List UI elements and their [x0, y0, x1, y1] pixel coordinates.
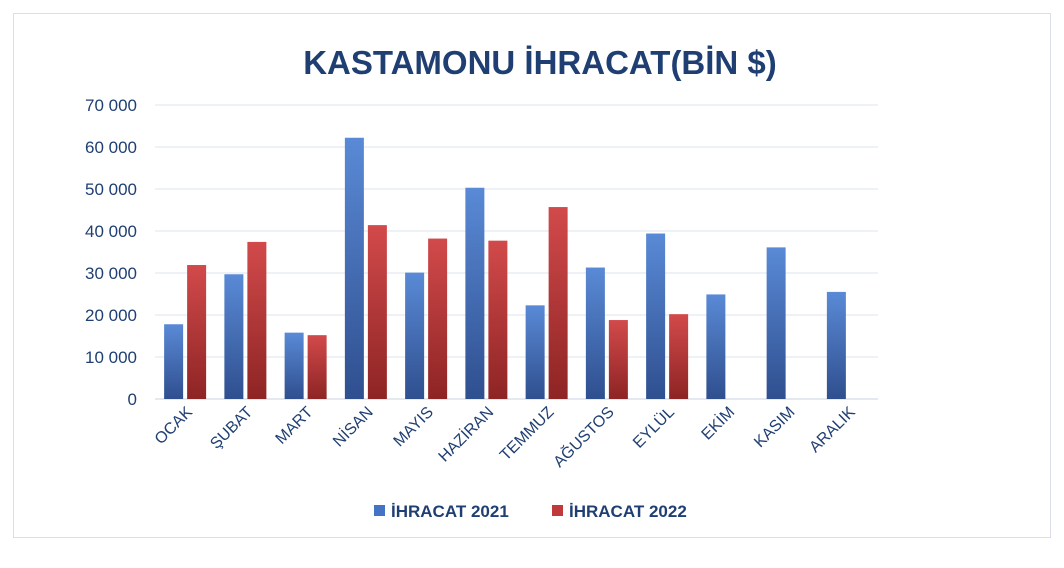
- y-tick-label: 10 000: [85, 348, 137, 367]
- gridlines: [155, 104, 878, 400]
- x-tick-label: OCAK: [152, 404, 196, 448]
- y-axis-ticks: 0 10 000 20 000 30 000 40 000 50 000 60 000 70 …: [85, 96, 137, 409]
- legend-label: İHRACAT 2021: [391, 502, 509, 521]
- x-tick-label: ŞUBAT: [207, 404, 256, 453]
- bar-2021-2: [284, 332, 304, 399]
- x-tick-label: EYLÜL: [629, 403, 678, 452]
- chart-title: KASTAMONU İHRACAT(BİN $): [303, 44, 777, 81]
- x-tick-label: ARALIK: [806, 404, 858, 456]
- x-tick-label: MAYIS: [391, 404, 437, 450]
- bar-2022-2: [307, 335, 327, 399]
- bar-2022-4: [428, 238, 448, 399]
- y-tick-label: 50 000: [85, 180, 137, 199]
- chart-frame: [13, 13, 1051, 538]
- legend-swatch: [552, 505, 563, 516]
- bar-2022-7: [608, 320, 628, 399]
- bar-2022-1: [247, 241, 267, 399]
- y-tick-label: 20 000: [85, 306, 137, 325]
- bar-2021-0: [164, 324, 184, 399]
- bar-2022-8: [669, 314, 689, 399]
- bar-2021-6: [525, 305, 545, 399]
- x-tick-label: EKİM: [697, 402, 738, 443]
- bars: [164, 137, 846, 399]
- x-tick-label: MART: [273, 404, 317, 448]
- bar-2021-3: [344, 137, 364, 399]
- bar-2022-3: [367, 225, 387, 399]
- y-tick-label: 60 000: [85, 138, 137, 157]
- x-tick-label: AĞUSTOS: [549, 402, 618, 471]
- y-tick-label: 30 000: [85, 264, 137, 283]
- legend: İHRACAT 2021 İHRACAT 2022: [374, 502, 687, 521]
- bar-2021-1: [224, 274, 244, 399]
- bar-2022-6: [548, 207, 568, 399]
- bar-2021-4: [405, 272, 425, 399]
- y-tick-label: 40 000: [85, 222, 137, 241]
- bar-2021-11: [826, 291, 846, 399]
- legend-label: İHRACAT 2022: [569, 502, 687, 521]
- legend-swatch: [374, 505, 385, 516]
- bar-2021-7: [585, 267, 605, 399]
- x-tick-label: TEMMUZ: [497, 404, 558, 465]
- bar-2021-5: [465, 187, 485, 399]
- y-tick-label: 0: [128, 390, 137, 409]
- bar-2021-8: [646, 233, 666, 399]
- y-tick-label: 70 000: [85, 96, 137, 115]
- bar-2021-10: [766, 247, 786, 399]
- x-tick-label: HAZİRAN: [434, 402, 497, 465]
- bar-2021-9: [706, 294, 726, 399]
- x-tick-label: KASIM: [751, 404, 798, 451]
- x-tick-label: NİSAN: [329, 402, 377, 450]
- bar-2022-0: [187, 265, 207, 399]
- bar-2022-5: [488, 240, 508, 399]
